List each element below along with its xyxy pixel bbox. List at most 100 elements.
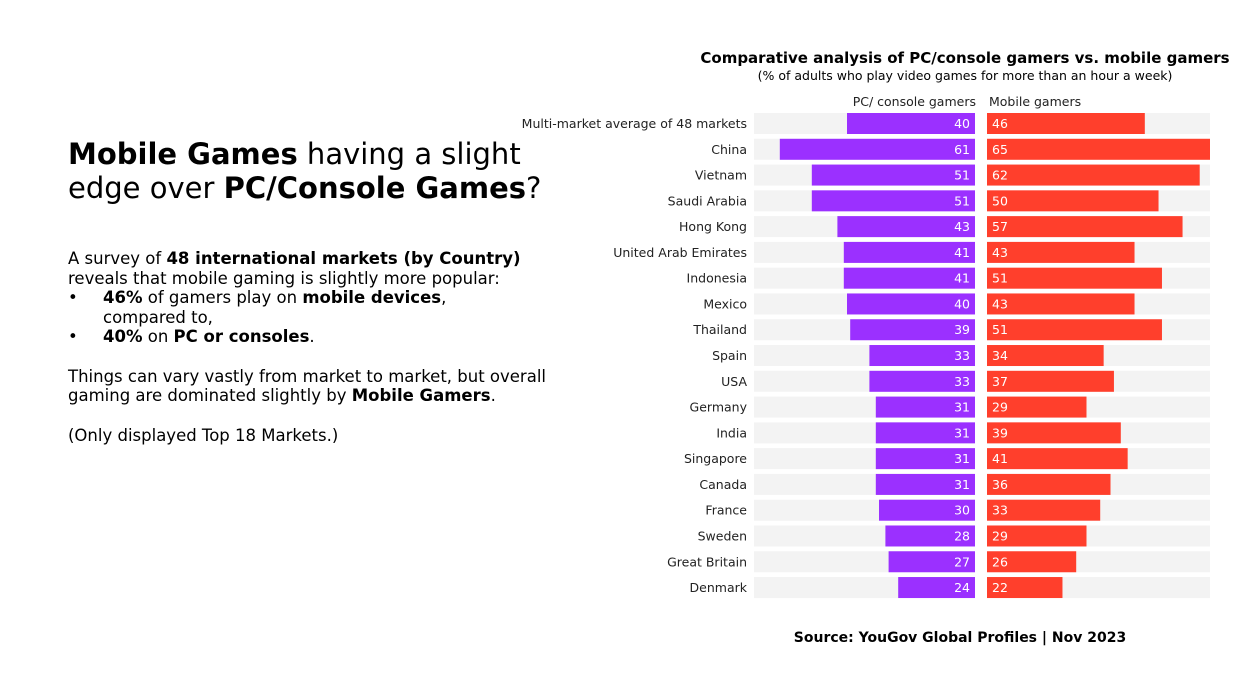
category-label: Thailand (692, 322, 747, 337)
headline-pc-console: PC/Console Games (223, 171, 526, 205)
bar-mobile (987, 190, 1159, 212)
bar-mobile (987, 577, 1063, 599)
note-paragraph: (Only displayed Top 18 Markets.) (68, 425, 339, 445)
data-label-pc: 51 (954, 168, 970, 183)
track-mobile (987, 499, 1210, 521)
bar-pc (811, 164, 975, 186)
category-label: Mexico (703, 296, 747, 311)
data-label-pc: 40 (954, 116, 970, 131)
bar-mobile (987, 422, 1121, 444)
category-label: Vietnam (695, 168, 747, 183)
data-label-mobile: 37 (992, 374, 1008, 389)
track-mobile (987, 216, 1210, 238)
data-label-pc: 31 (954, 477, 970, 492)
bar-pc (847, 113, 975, 134)
track-mobile (987, 577, 1210, 599)
legend-pc-console: PC/ console gamers (852, 94, 976, 109)
track-pc (754, 241, 975, 263)
data-label-mobile: 41 (992, 451, 1008, 466)
bar-mobile (987, 473, 1111, 495)
bar-mobile (987, 551, 1077, 573)
data-label-mobile: 43 (992, 296, 1008, 311)
track-pc (754, 396, 975, 418)
data-label-mobile: 26 (992, 554, 1008, 569)
bar-mobile (987, 525, 1087, 547)
data-label-pc: 61 (954, 142, 970, 157)
bar-pc (869, 370, 975, 392)
headline-mobile-games: Mobile Games (68, 137, 298, 171)
chart-subtitle: (% of adults who play video games for mo… (757, 68, 1173, 83)
track-mobile (987, 293, 1210, 315)
category-label: United Arab Emirates (613, 245, 747, 260)
bar-pc (898, 577, 975, 599)
bar-pc (779, 138, 975, 160)
data-label-mobile: 62 (992, 168, 1008, 183)
bar-pc (879, 499, 975, 521)
data-label-pc: 30 (954, 503, 970, 518)
data-label-mobile: 46 (992, 116, 1008, 131)
data-label-mobile: 22 (992, 580, 1008, 595)
track-mobile (987, 345, 1210, 367)
bar-mobile (987, 241, 1135, 263)
bar-pc (843, 267, 975, 289)
bar-pc (885, 525, 975, 547)
data-label-mobile: 65 (992, 142, 1008, 157)
data-label-mobile: 43 (992, 245, 1008, 260)
bar-mobile (987, 138, 1210, 160)
data-label-mobile: 39 (992, 425, 1008, 440)
data-label-pc: 24 (954, 580, 970, 595)
data-label-pc: 41 (954, 271, 970, 286)
data-label-mobile: 29 (992, 400, 1008, 415)
track-mobile (987, 422, 1210, 444)
track-pc (754, 370, 975, 392)
track-mobile (987, 138, 1210, 160)
track-mobile (987, 113, 1210, 134)
headline-middle: having a slight edge over (68, 137, 521, 205)
headline-question-mark: ? (526, 171, 542, 205)
data-label-pc: 33 (954, 348, 970, 363)
category-label: Sweden (698, 528, 747, 543)
track-pc (754, 345, 975, 367)
headline: Mobile Games having a slight edge over P… (68, 137, 548, 205)
track-pc (754, 164, 975, 186)
category-label: USA (721, 374, 747, 389)
bar-mobile (987, 267, 1162, 289)
track-mobile (987, 551, 1210, 573)
intro-paragraph: A survey of 48 international markets (by… (68, 249, 521, 288)
category-label: Indonesia (687, 271, 747, 286)
data-label-pc: 27 (954, 554, 970, 569)
category-label: China (711, 142, 747, 157)
track-pc (754, 448, 975, 470)
category-label: Great Britain (667, 554, 747, 569)
bullet-dot: • (68, 288, 78, 307)
bullet-pc: • 40% on PC or consoles. (68, 327, 315, 346)
data-label-mobile: 29 (992, 528, 1008, 543)
track-pc (754, 216, 975, 238)
track-mobile (987, 473, 1210, 495)
bar-mobile (987, 345, 1104, 367)
data-label-mobile: 36 (992, 477, 1008, 492)
data-label-pc: 51 (954, 193, 970, 208)
bar-mobile (987, 216, 1183, 238)
bar-pc (811, 190, 975, 212)
track-pc (754, 267, 975, 289)
data-label-mobile: 50 (992, 193, 1008, 208)
bar-pc (875, 448, 975, 470)
bar-pc (875, 473, 975, 495)
data-label-pc: 28 (954, 528, 970, 543)
bar-pc (869, 345, 975, 367)
track-pc (754, 319, 975, 341)
category-label: Singapore (684, 451, 747, 466)
bar-mobile (987, 499, 1101, 521)
bar-pc (888, 551, 975, 573)
track-pc (754, 138, 975, 160)
track-mobile (987, 396, 1210, 418)
data-label-mobile: 57 (992, 219, 1008, 234)
category-label: India (716, 425, 747, 440)
track-mobile (987, 319, 1210, 341)
category-label: Saudi Arabia (668, 193, 747, 208)
data-label-pc: 31 (954, 400, 970, 415)
data-label-pc: 39 (954, 322, 970, 337)
legend-mobile: Mobile gamers (989, 94, 1082, 109)
bar-pc (875, 396, 975, 418)
